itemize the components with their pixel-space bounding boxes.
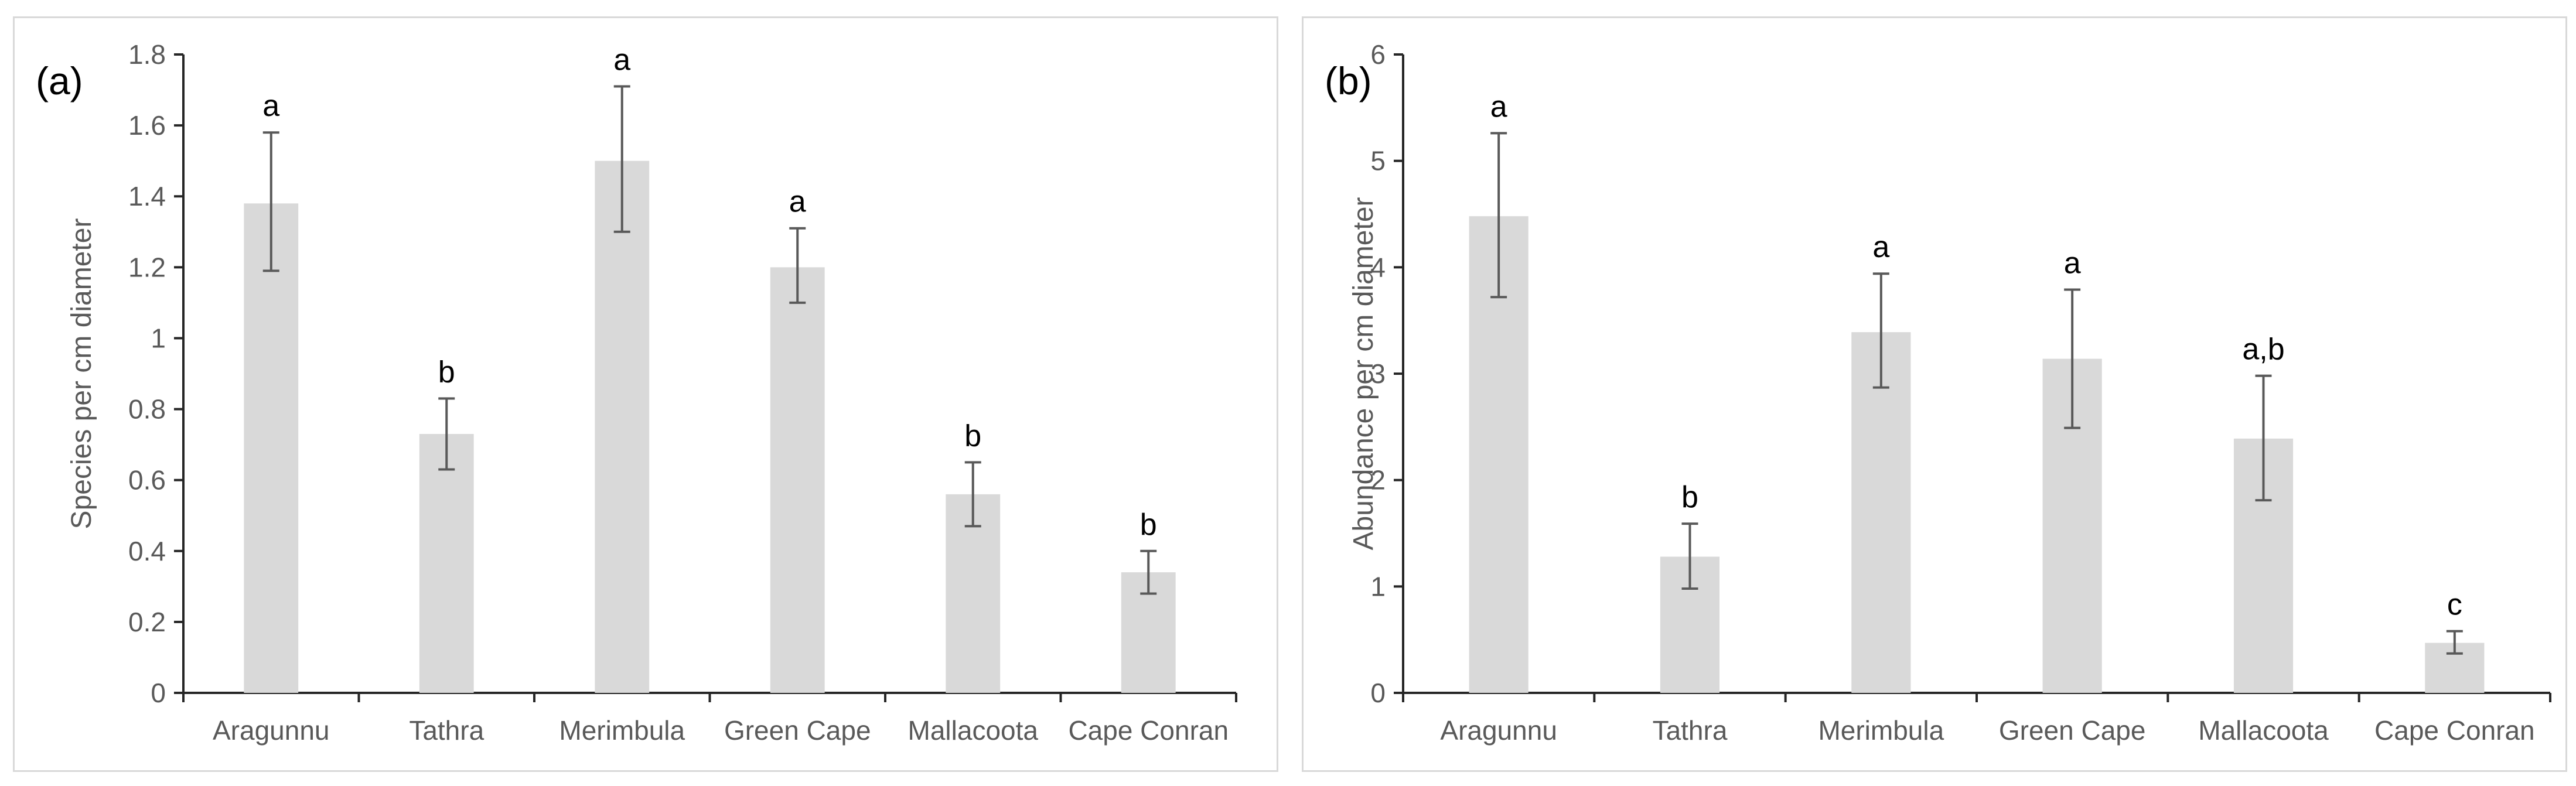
bar-merimbula <box>595 160 650 693</box>
x-category-label: Aragunnu <box>213 715 330 746</box>
x-category-label: Green Cape <box>1999 715 2146 746</box>
significance-label: a <box>613 43 630 77</box>
x-category-label: Mallacoota <box>908 715 1039 746</box>
panel-label: (b) <box>1325 59 1372 102</box>
bar-tathra <box>419 433 474 693</box>
x-category-label: Green Cape <box>724 715 871 746</box>
chart-panel-a: (a) Species per cm diameter 0 0.2 0.4 0.6 0.8 1… <box>13 16 1278 772</box>
panel-label: (a) <box>36 59 83 102</box>
y-tick-label: 0.2 <box>128 607 166 637</box>
chart-a-svg: (a) Species per cm diameter 0 0.2 0.4 0.6 0.8 1… <box>36 39 1237 746</box>
y-tick-label: 1 <box>151 323 166 353</box>
bar-mallacoota <box>946 494 1001 693</box>
bar-aragunnu <box>244 203 299 693</box>
x-category-label: Merimbula <box>1818 715 1944 746</box>
x-category-label: Aragunnu <box>1440 715 1557 746</box>
y-tick-label: 1.8 <box>128 39 166 70</box>
y-tick-label: 1 <box>1370 571 1386 602</box>
significance-label: a,b <box>2242 333 2284 367</box>
y-tick-label: 0.6 <box>128 465 166 495</box>
x-category-label: Mallacoota <box>2198 715 2329 746</box>
x-category-label: Merimbula <box>559 715 685 746</box>
y-tick-label: 3 <box>1370 358 1386 389</box>
y-tick-label: 0 <box>151 678 166 708</box>
significance-label: a <box>2064 246 2081 280</box>
chart-b-svg: (b) Abundance per cm diameter 0 1 2 3 4 5 6 a Arag… <box>1325 39 2551 746</box>
x-category-label: Cape Conran <box>1068 715 1229 746</box>
y-tick-label: 2 <box>1370 465 1386 495</box>
y-tick-label: 1.6 <box>128 110 166 141</box>
y-tick-label: 6 <box>1370 39 1386 70</box>
y-tick-label: 1.4 <box>128 181 166 211</box>
significance-label: a <box>1490 90 1507 124</box>
significance-label: b <box>964 419 981 453</box>
y-tick-label: 0.4 <box>128 536 166 566</box>
significance-label: a <box>1872 230 1889 264</box>
y-tick-label: 5 <box>1370 146 1386 176</box>
y-axis-title: Species per cm diameter <box>66 218 97 529</box>
x-category-label: Tathra <box>1653 715 1728 746</box>
significance-label: b <box>1140 508 1157 542</box>
y-tick-label: 1.2 <box>128 252 166 282</box>
significance-label: c <box>2447 588 2462 622</box>
x-category-label: Tathra <box>409 715 484 746</box>
y-axis-title: Abundance per cm diameter <box>1348 197 1379 550</box>
bar-merimbula <box>1851 332 1911 693</box>
x-category-label: Cape Conran <box>2374 715 2535 746</box>
significance-label: b <box>1681 480 1698 514</box>
significance-label: a <box>262 89 279 123</box>
bar-green-cape <box>770 267 825 693</box>
y-tick-label: 0 <box>1370 678 1386 708</box>
significance-label: a <box>789 185 806 219</box>
chart-panel-b: (b) Abundance per cm diameter 0 1 2 3 4 5 6 a Arag… <box>1302 16 2567 772</box>
significance-label: b <box>438 355 455 389</box>
y-tick-label: 4 <box>1370 252 1386 282</box>
y-tick-label: 0.8 <box>128 394 166 425</box>
